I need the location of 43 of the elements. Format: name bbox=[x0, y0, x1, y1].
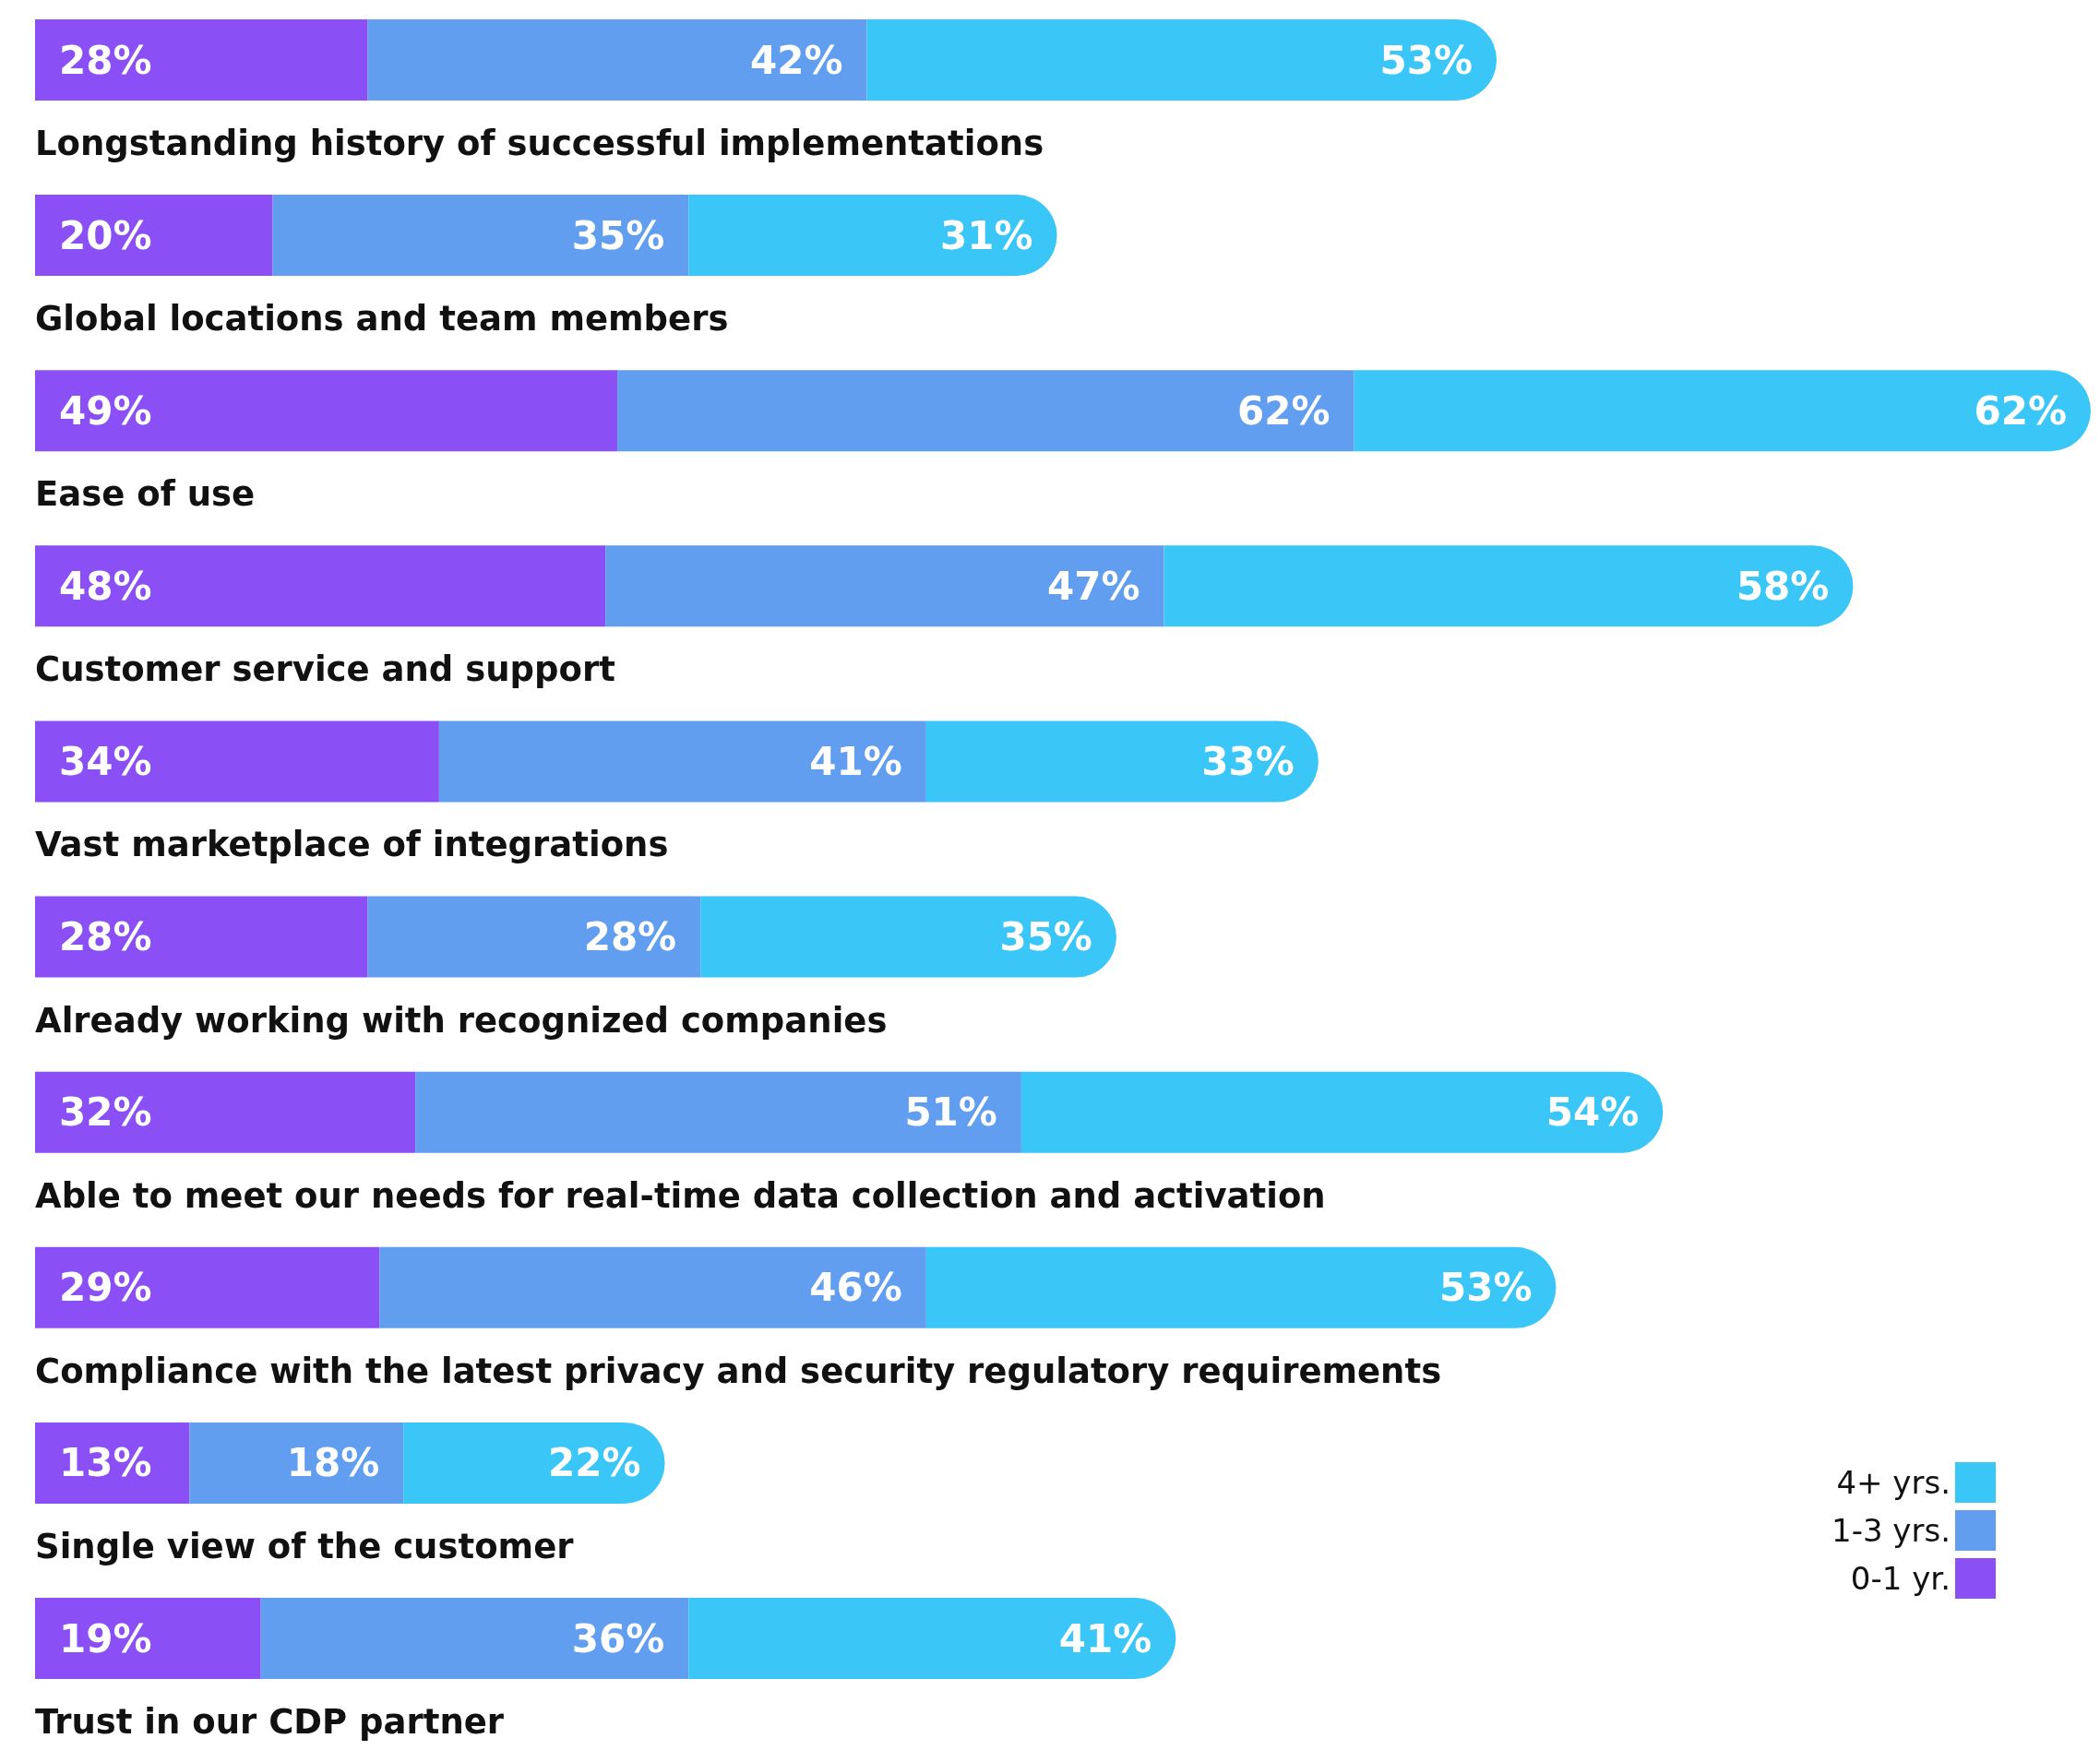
y-tick-label: Compliance with the latest privacy and security regulatory requirements bbox=[35, 1351, 1442, 1391]
y-tick-label: Single view of the customer bbox=[35, 1526, 575, 1566]
y-tick-label: Already working with recognized companies bbox=[35, 1000, 888, 1041]
data-label: 28% bbox=[583, 914, 677, 960]
data-label: 28% bbox=[59, 37, 152, 83]
data-label: 41% bbox=[1058, 1615, 1152, 1661]
data-label: 28% bbox=[59, 914, 152, 960]
data-label: 35% bbox=[999, 914, 1092, 960]
data-label: 34% bbox=[59, 738, 152, 784]
y-tick-label: Able to meet our needs for real-time data collection and activation bbox=[35, 1175, 1326, 1216]
data-label: 19% bbox=[59, 1615, 152, 1661]
data-label: 53% bbox=[1379, 37, 1474, 83]
data-label: 54% bbox=[1545, 1089, 1640, 1136]
data-label: 47% bbox=[1046, 563, 1140, 609]
data-label: 58% bbox=[1736, 563, 1830, 609]
data-label: 42% bbox=[749, 37, 843, 83]
y-tick-label: Vast marketplace of integrations bbox=[35, 825, 669, 865]
data-label: 33% bbox=[1201, 738, 1295, 784]
y-tick-label: Ease of use bbox=[35, 474, 256, 515]
data-label: 31% bbox=[940, 212, 1033, 258]
data-label: 35% bbox=[571, 212, 665, 258]
data-label: 53% bbox=[1438, 1265, 1533, 1311]
data-label: 20% bbox=[59, 212, 152, 258]
data-label: 48% bbox=[59, 563, 152, 609]
legend-label: 0-1 yr. bbox=[1850, 1560, 1951, 1597]
data-label: 41% bbox=[809, 738, 902, 784]
y-tick-label: Trust in our CDP partner bbox=[35, 1702, 505, 1742]
y-tick-label: Longstanding history of successful implementations bbox=[35, 124, 1044, 163]
y-tick-label: Global locations and team members bbox=[35, 299, 729, 339]
data-label: 13% bbox=[59, 1440, 152, 1486]
data-label: 29% bbox=[59, 1265, 152, 1311]
y-tick-label: Customer service and support bbox=[35, 649, 615, 690]
data-label: 46% bbox=[809, 1265, 902, 1311]
data-label: 36% bbox=[571, 1615, 665, 1661]
legend-label: 1-3 yrs. bbox=[1832, 1512, 1951, 1549]
legend-label: 4+ yrs. bbox=[1836, 1464, 1951, 1501]
data-label: 49% bbox=[59, 387, 152, 434]
data-label: 62% bbox=[1236, 387, 1330, 434]
data-label: 18% bbox=[286, 1440, 380, 1486]
data-label: 22% bbox=[548, 1440, 641, 1486]
data-label: 62% bbox=[1974, 387, 2067, 434]
data-label: 51% bbox=[904, 1089, 997, 1136]
data-label: 32% bbox=[59, 1089, 152, 1136]
